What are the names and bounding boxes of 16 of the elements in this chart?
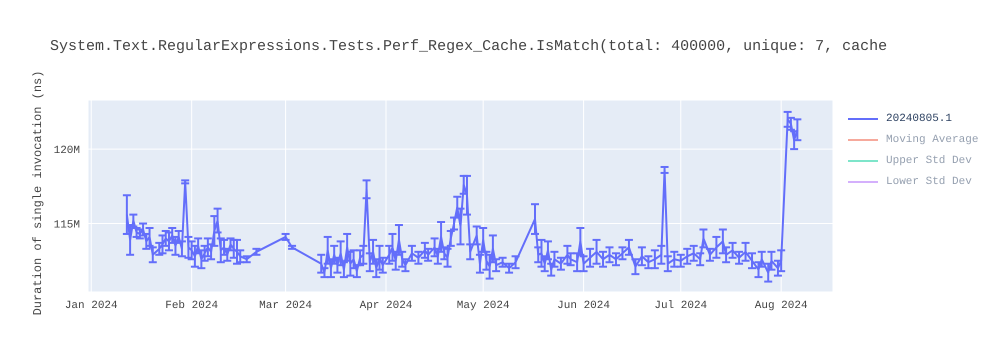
x-tick-label: Jan 2024 bbox=[64, 300, 118, 312]
x-tick-label: Aug 2024 bbox=[754, 300, 808, 312]
x-tick-label: Jun 2024 bbox=[557, 300, 610, 312]
y-axis-title: Duration of single invocation (ns) bbox=[31, 70, 45, 316]
legend-label: Lower Std Dev bbox=[886, 176, 972, 188]
y-tick-label: 120M bbox=[54, 145, 80, 158]
legend-label: Moving Average bbox=[886, 134, 978, 146]
x-tick-label: Apr 2024 bbox=[360, 300, 413, 312]
x-tick-label: Mar 2024 bbox=[259, 300, 312, 312]
y-tick-label: 115M bbox=[54, 219, 80, 232]
x-tick-label: Feb 2024 bbox=[165, 300, 218, 312]
legend-label: Upper Std Dev bbox=[886, 154, 972, 166]
x-tick-label: May 2024 bbox=[456, 300, 510, 312]
legend-label: 20240805.1 bbox=[886, 112, 952, 124]
chart-title: System.Text.RegularExpressions.Tests.Perf_Regex_Cache.IsMatch(total: 400000, unique: 7, cache bbox=[50, 38, 888, 55]
x-tick-label: Jul 2024 bbox=[654, 300, 708, 312]
